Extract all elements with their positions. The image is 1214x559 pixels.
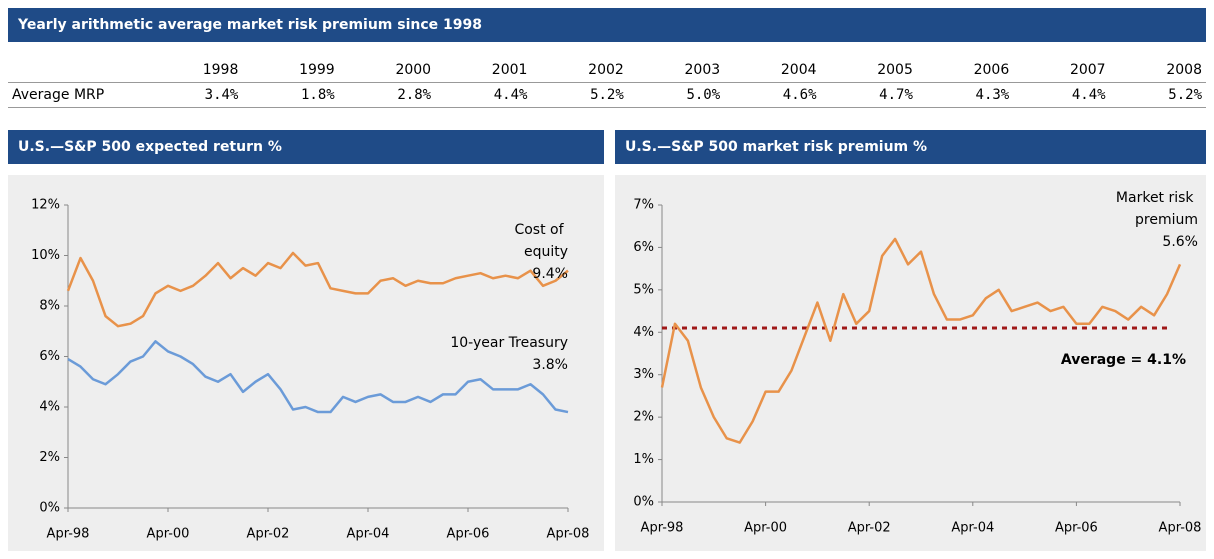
corner: [8, 58, 146, 83]
chart-panel: [615, 175, 1206, 551]
x-tick-label: Apr-00: [147, 527, 190, 542]
year-row: 1998 1999 2000 2001 2002 2003 2004 2005 2006 2007…: [8, 58, 1206, 83]
x-tick-label: Apr-06: [447, 527, 490, 542]
x-tick-label: Apr-04: [347, 527, 390, 542]
value-label: 5.6%: [1162, 234, 1198, 250]
average-label: Average = 4.1%: [1061, 352, 1186, 368]
mrp-value: 1.8%: [242, 82, 339, 108]
year: 2008: [1109, 58, 1206, 83]
x-tick-label: Apr-08: [1159, 521, 1202, 536]
header-title: Yearly arithmetic average market risk pr…: [18, 17, 482, 33]
mrp-value: 4.6%: [724, 82, 821, 108]
y-tick-label: 1%: [633, 452, 654, 467]
y-tick-label: 5%: [633, 282, 654, 297]
x-tick-label: Apr-02: [247, 527, 290, 542]
y-tick-label: 0%: [633, 495, 654, 510]
value-label: 3.8%: [532, 357, 568, 373]
y-tick-label: 8%: [39, 299, 60, 314]
label-line: premium: [1135, 212, 1198, 228]
year: 2002: [531, 58, 628, 83]
year: 2000: [338, 58, 436, 83]
mrp-value: 5.2%: [531, 82, 628, 108]
mrp-table: 1998 1999 2000 2001 2002 2003 2004 2005 2006 2007…: [8, 58, 1206, 108]
x-tick-label: Apr-06: [1055, 521, 1098, 536]
mrp-value: 3.4%: [146, 82, 243, 108]
year: 1999: [242, 58, 339, 83]
x-tick-label: Apr-04: [951, 521, 994, 536]
mrp-value: 4.7%: [820, 82, 917, 108]
label-line: 10-year Treasury: [450, 335, 568, 351]
year: 2007: [1013, 58, 1110, 83]
y-tick-label: 2%: [633, 410, 654, 425]
mrp-value: 4.4%: [435, 82, 532, 108]
row-label: Average MRP: [8, 82, 146, 108]
chart-title: U.S.—S&P 500 market risk premium %: [625, 139, 928, 155]
mrp-value: 4.3%: [916, 82, 1014, 108]
mrp-value: 2.8%: [338, 82, 436, 108]
series-line: [66, 251, 569, 328]
x-tick-label: Apr-00: [744, 521, 787, 536]
y-tick-label: 10%: [31, 248, 60, 263]
y-tick-label: 0%: [39, 501, 60, 516]
series-line: [660, 237, 1182, 444]
year: 2003: [627, 58, 725, 83]
mrp-value: 4.4%: [1013, 82, 1110, 108]
label-line: Cost of: [514, 222, 568, 238]
header-bar: Yearly arithmetic average market risk pr…: [8, 8, 1206, 42]
value-row: Average MRP 3.4% 1.8% 2.8% 4.4% 5.2% 5.0% 4.6% 4…: [8, 82, 1206, 108]
y-tick-label: 6%: [39, 349, 60, 364]
label-line: equity: [524, 244, 568, 260]
chart-panel: [8, 175, 604, 551]
y-tick-label: 4%: [633, 325, 654, 340]
y-tick-label: 12%: [31, 198, 60, 213]
value-label: 9.4%: [532, 266, 568, 282]
y-tick-label: 4%: [39, 400, 60, 415]
y-tick-label: 3%: [633, 367, 654, 382]
chart-title-bar: U.S.—S&P 500 market risk premium %: [615, 130, 1206, 164]
year: 1998: [146, 58, 243, 83]
mrp-value: 5.0%: [627, 82, 725, 108]
chart-title: U.S.—S&P 500 expected return %: [18, 139, 282, 155]
mrp-value: 5.2%: [1109, 82, 1206, 108]
label-line: Market risk: [1116, 190, 1198, 206]
series-label: 10-year Treasury: [450, 335, 568, 351]
series-label: Cost of equity: [514, 222, 568, 260]
x-tick-label: Apr-98: [641, 521, 684, 536]
x-tick-label: Apr-08: [547, 527, 590, 542]
y-tick-label: 6%: [633, 240, 654, 255]
chart-title-bar: U.S.—S&P 500 expected return %: [8, 130, 604, 164]
series-label: Market risk premium: [1116, 190, 1198, 228]
x-tick-label: Apr-98: [47, 527, 90, 542]
year: 2006: [916, 58, 1014, 83]
y-tick-label: 2%: [39, 450, 60, 465]
x-tick-label: Apr-02: [848, 521, 891, 536]
series-line: [67, 340, 569, 414]
year: 2004: [724, 58, 821, 83]
y-tick-label: 7%: [633, 198, 654, 213]
year: 2001: [435, 58, 532, 83]
year: 2005: [820, 58, 917, 83]
